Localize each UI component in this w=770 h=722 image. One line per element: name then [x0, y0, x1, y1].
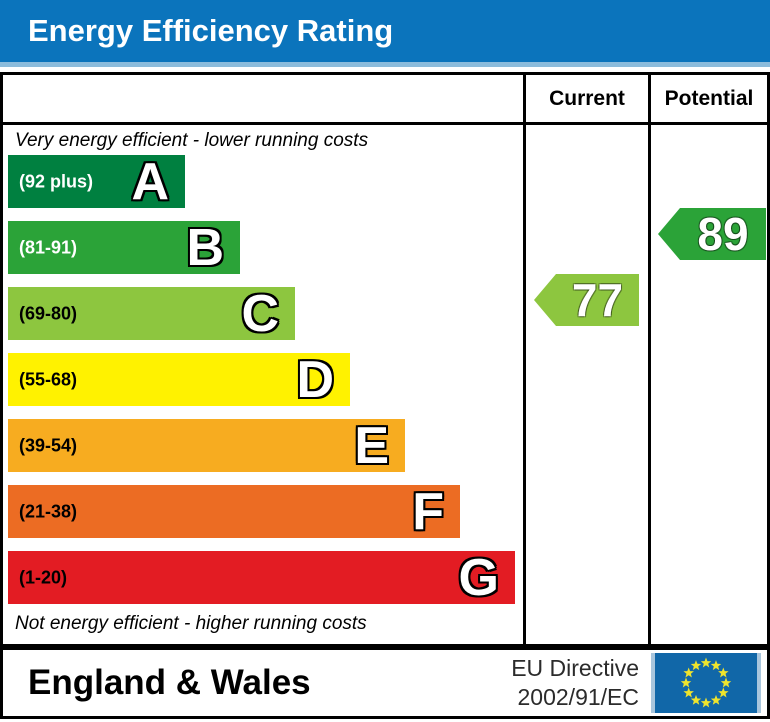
band-letter-G: G — [458, 548, 499, 607]
title-bar: Energy Efficiency Rating — [0, 0, 770, 62]
footer-bar: England & Wales EU Directive 2002/91/EC — [0, 647, 770, 719]
band-range-label-D: (55-68) — [19, 369, 78, 389]
band-row-E: (39-54) E — [8, 419, 405, 472]
band-letter-A: A — [131, 152, 169, 211]
page-title: Energy Efficiency Rating — [28, 13, 394, 48]
header-spacer-cell — [3, 75, 523, 122]
eu-flag-icon — [651, 653, 761, 713]
eu-directive-line1: EU Directive — [511, 655, 639, 681]
potential-rating-arrow: 89 — [658, 208, 766, 260]
potential-rating-value: 89 — [697, 208, 749, 260]
band-row-B: (81-91) B — [8, 221, 240, 274]
energy-rating-chart: Current Potential Very energy efficient … — [0, 72, 770, 647]
band-row-A: (92 plus) A — [8, 155, 185, 208]
band-letter-B: B — [186, 218, 224, 277]
band-range-label-C: (69-80) — [19, 303, 78, 323]
header-potential-cell: Potential — [648, 75, 767, 122]
rating-bands-area: Very energy efficient - lower running co… — [3, 125, 523, 644]
band-range-label-F: (21-38) — [19, 501, 78, 521]
current-rating-arrow: 77 — [534, 274, 639, 326]
current-column: 77 — [523, 125, 648, 644]
band-letter-D: D — [296, 350, 334, 409]
band-letter-F: F — [412, 482, 444, 541]
band-row-C: (69-80) C — [8, 287, 295, 340]
chart-body-row: Very energy efficient - lower running co… — [3, 125, 767, 644]
title-bar-underline — [0, 62, 770, 67]
band-range-label-A: (92 plus) — [19, 171, 94, 191]
band-range-label-E: (39-54) — [19, 435, 78, 455]
band-letter-E: E — [354, 416, 389, 475]
band-range-label-B: (81-91) — [19, 237, 78, 257]
eu-directive-line2: 2002/91/EC — [517, 684, 639, 710]
top-scale-note: Very energy efficient - lower running co… — [15, 130, 369, 151]
band-row-G: (1-20) G — [8, 551, 515, 604]
potential-column: 89 — [648, 125, 767, 644]
band-range-label-G: (1-20) — [19, 567, 68, 587]
header-current-cell: Current — [523, 75, 648, 122]
band-row-D: (55-68) D — [8, 353, 350, 406]
eu-directive-label: EU Directive 2002/91/EC — [511, 654, 639, 712]
bottom-scale-note: Not energy efficient - higher running co… — [15, 613, 367, 634]
band-row-F: (21-38) F — [8, 485, 460, 538]
region-label: England & Wales — [28, 663, 311, 702]
current-rating-value: 77 — [571, 274, 624, 326]
band-letter-C: C — [241, 284, 279, 343]
chart-header-row: Current Potential — [3, 75, 767, 125]
